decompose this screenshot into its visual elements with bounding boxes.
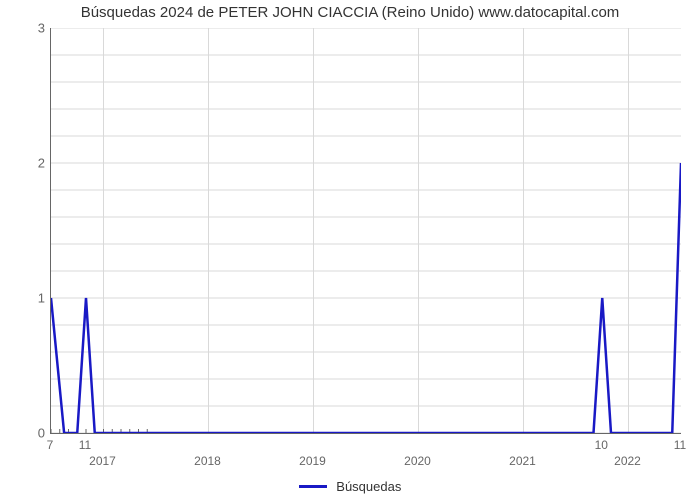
- x-tick-label: 11: [674, 438, 686, 452]
- y-tick-label: 2: [15, 156, 45, 171]
- legend-label: Búsquedas: [336, 479, 401, 494]
- legend: Búsquedas: [0, 478, 700, 494]
- chart-title: Búsquedas 2024 de PETER JOHN CIACCIA (Re…: [0, 4, 700, 21]
- line-chart: Búsquedas 2024 de PETER JOHN CIACCIA (Re…: [0, 0, 700, 500]
- plot-area: [50, 28, 681, 434]
- x-year-label: 2019: [299, 454, 326, 468]
- plot-svg: [51, 28, 681, 433]
- x-year-label: 2022: [614, 454, 641, 468]
- x-tick-label: 7: [47, 438, 54, 452]
- y-tick-label: 0: [15, 426, 45, 441]
- x-year-label: 2017: [89, 454, 116, 468]
- x-tick-label: 11: [79, 438, 91, 452]
- y-tick-label: 1: [15, 291, 45, 306]
- legend-swatch: [299, 485, 327, 488]
- x-year-label: 2018: [194, 454, 221, 468]
- x-tick-label: 10: [595, 438, 608, 452]
- x-year-label: 2020: [404, 454, 431, 468]
- x-year-label: 2021: [509, 454, 536, 468]
- y-tick-label: 3: [15, 21, 45, 36]
